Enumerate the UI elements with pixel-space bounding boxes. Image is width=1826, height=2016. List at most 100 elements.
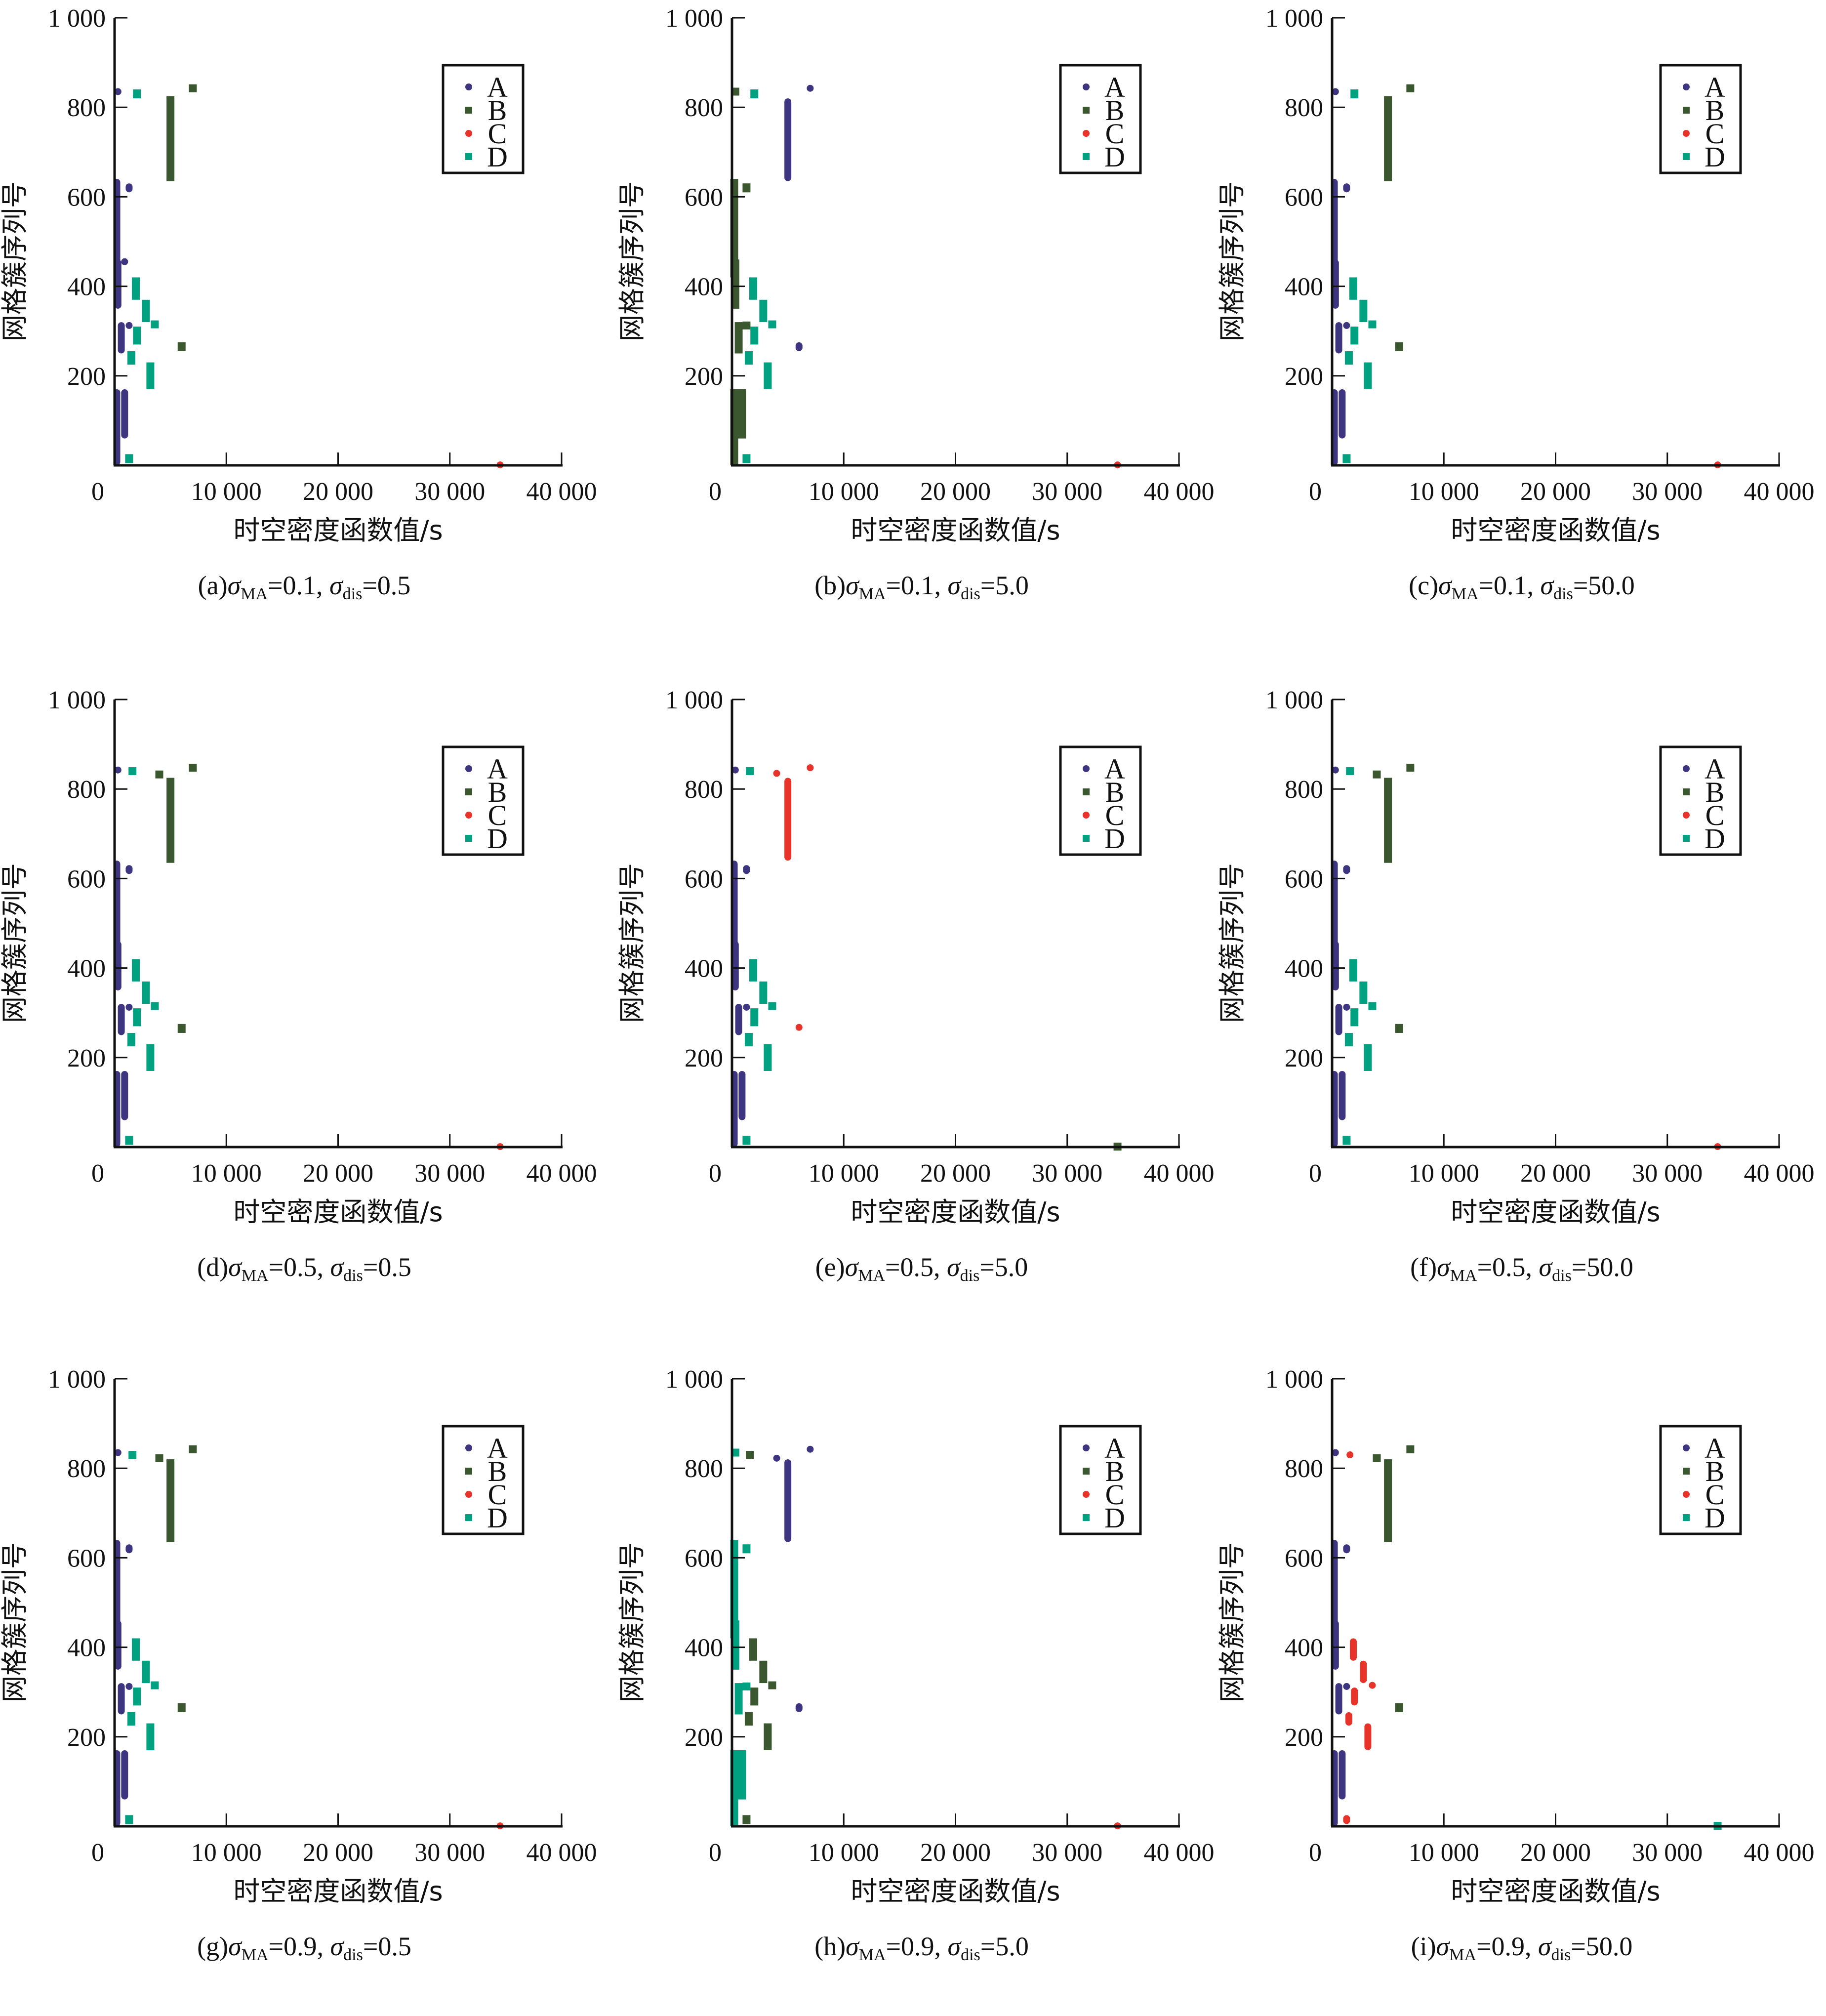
caption-prefix: (a) (198, 571, 228, 600)
series-c-point-cluster (795, 1024, 803, 1031)
series-d-point-cluster (750, 1008, 759, 1027)
axes: 0 10 000 20 000 30 000 40 000 200 400 600 800 1 0… (665, 686, 1215, 1188)
series-a-point-cluster (773, 1454, 780, 1462)
x-tick-label: 20 000 (1520, 1159, 1591, 1188)
x-tick-label: 0 (1309, 1159, 1322, 1188)
y-tick-label: 400 (1285, 273, 1323, 301)
series-a-point-cluster (1343, 1003, 1350, 1011)
caption-prefix: (c) (1409, 571, 1439, 600)
panel-caption: (e)σMA=0.5, σdis=5.0 (617, 1252, 1226, 1285)
caption-prefix: (h) (814, 1932, 846, 1961)
legend-marker-b (1683, 788, 1690, 795)
series-b-point-cluster (1406, 764, 1415, 772)
x-tick-label: 20 000 (303, 1159, 373, 1188)
x-tick-label: 40 000 (527, 1839, 597, 1867)
x-tick-label: 40 000 (1144, 1839, 1215, 1867)
series-a-point-cluster (118, 322, 125, 354)
x-tick-label: 30 000 (1632, 1839, 1703, 1867)
chart-svg: 0 10 000 20 000 30 000 40 000 200 400 600 800 1 0… (1217, 1365, 1815, 1907)
legend-marker-a (465, 83, 472, 90)
y-tick-label: 400 (67, 955, 106, 983)
x-tick-label: 40 000 (527, 478, 597, 506)
sigma-dis-symbol: σdis (1539, 1252, 1572, 1285)
legend-marker-c (1683, 812, 1690, 819)
legend-label-d: D (487, 823, 508, 855)
y-tick-label: 600 (67, 1544, 106, 1572)
sigma-ma-value: =0.1, (1478, 571, 1541, 600)
series-d-point-cluster (746, 767, 754, 775)
series-c-point-cluster (1343, 1815, 1350, 1824)
sigma-ma-value: =0.1, (886, 571, 948, 600)
panel-caption: (b)σMA=0.1, σdis=5.0 (617, 570, 1226, 604)
legend-label-c: C (488, 118, 507, 150)
series-d-point-cluster (133, 1008, 141, 1027)
x-tick-label: 40 000 (1744, 1839, 1815, 1867)
sigma-ma-symbol: σMA (228, 1252, 269, 1285)
series-a-point-cluster (121, 1750, 128, 1800)
legend-label-b: B (1105, 94, 1125, 126)
sigma-dis-symbol: σdis (330, 1252, 363, 1285)
series-a-point-cluster (125, 865, 133, 874)
legend-box (1659, 64, 1742, 174)
sigma-dis-symbol: σdis (947, 1252, 980, 1285)
series-b-point-cluster (742, 183, 751, 193)
y-tick-label: 600 (1285, 865, 1323, 893)
sigma-ma-value: =0.9, (1476, 1932, 1539, 1961)
sigma-ma-value: =0.9, (268, 1932, 330, 1961)
legend-marker-a (1683, 83, 1690, 90)
series-a-point-cluster (795, 1703, 803, 1712)
series-a-point-cluster (114, 1449, 122, 1456)
axes: 0 10 000 20 000 30 000 40 000 200 400 600 800 1 0… (48, 686, 597, 1188)
series-a-point-cluster (743, 1003, 750, 1011)
y-tick-label: 200 (685, 1044, 723, 1072)
series-b-point-cluster (1395, 1024, 1403, 1033)
legend-marker-c (465, 812, 472, 819)
series-b-point-cluster (759, 1660, 768, 1684)
legend-label-d: D (1704, 823, 1725, 855)
sigma-ma-value: =0.1, (268, 571, 330, 600)
y-tick-label: 800 (685, 94, 723, 122)
series-b-point-cluster (742, 1815, 751, 1824)
legend-label-a: A (1704, 753, 1725, 785)
caption-prefix: (b) (814, 571, 846, 600)
legend-label-c: C (1105, 1479, 1125, 1511)
series-a-point-cluster (807, 1445, 814, 1453)
sigma-dis-value: =50.0 (1571, 1252, 1633, 1282)
series-a-point-cluster (121, 389, 128, 439)
y-tick-label: 600 (67, 865, 106, 893)
series-b-point-cluster (166, 96, 175, 181)
series-a-point-cluster (121, 258, 128, 265)
series-d-point-cluster (1342, 1136, 1351, 1145)
series-a-point-cluster (735, 1004, 742, 1035)
axes: 0 10 000 20 000 30 000 40 000 200 400 600 800 1 0… (665, 4, 1215, 506)
series-c-point-cluster (1351, 1687, 1358, 1706)
legend-box (1059, 64, 1142, 174)
series-c-point-cluster (784, 778, 792, 861)
series-b-point-cluster (738, 389, 746, 439)
sigma-ma-value: =0.5, (268, 1252, 330, 1282)
y-tick-label: 200 (685, 1724, 723, 1752)
legend-label-d: D (1104, 823, 1125, 855)
series-b-point-cluster (189, 84, 197, 92)
y-tick-label: 400 (67, 273, 106, 301)
x-tick-label: 40 000 (1744, 1159, 1815, 1188)
series-d-point-cluster (734, 1683, 743, 1715)
x-axis-title: 时空密度函数值/s (233, 515, 443, 546)
series-d-point-cluster (1364, 1044, 1372, 1071)
chart-svg: 0 10 000 20 000 30 000 40 000 200 400 600 800 1 0… (1217, 4, 1815, 546)
series-d-point-cluster (127, 351, 135, 365)
sigma-dis-value: =50.0 (1571, 1932, 1633, 1961)
series-b-point-cluster (189, 764, 197, 772)
series-d-point-cluster (146, 1723, 155, 1750)
legend-marker-b (1683, 1468, 1690, 1475)
sigma-dis-symbol: σdis (947, 571, 980, 603)
sigma-dis-value: =0.5 (362, 571, 411, 600)
series-d-point-cluster (1344, 351, 1353, 365)
series-b-point-cluster (768, 1681, 776, 1689)
series-a-point-cluster (1335, 322, 1342, 354)
sigma-ma-value: =0.5, (885, 1252, 947, 1282)
y-tick-label: 1 000 (48, 686, 106, 714)
series-d-point-cluster (146, 1044, 155, 1071)
